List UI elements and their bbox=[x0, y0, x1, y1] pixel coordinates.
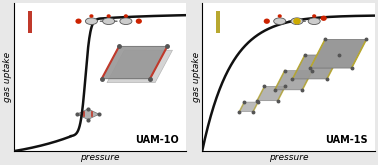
Circle shape bbox=[124, 14, 128, 18]
X-axis label: pressure: pressure bbox=[269, 152, 308, 162]
Polygon shape bbox=[275, 71, 312, 90]
Circle shape bbox=[321, 16, 327, 21]
Ellipse shape bbox=[120, 18, 132, 25]
Polygon shape bbox=[310, 39, 366, 68]
Ellipse shape bbox=[308, 18, 320, 25]
Y-axis label: gas uptake: gas uptake bbox=[3, 52, 12, 102]
Ellipse shape bbox=[291, 18, 303, 25]
Circle shape bbox=[107, 14, 111, 18]
Polygon shape bbox=[77, 109, 99, 119]
Polygon shape bbox=[293, 55, 339, 79]
Circle shape bbox=[136, 18, 142, 24]
Ellipse shape bbox=[103, 18, 115, 25]
Polygon shape bbox=[107, 50, 172, 83]
Text: UAM-1S: UAM-1S bbox=[325, 135, 368, 145]
Circle shape bbox=[75, 18, 82, 24]
Circle shape bbox=[264, 18, 270, 24]
Polygon shape bbox=[257, 86, 285, 101]
Circle shape bbox=[293, 18, 301, 24]
Text: UAM-1O: UAM-1O bbox=[136, 135, 179, 145]
Polygon shape bbox=[239, 102, 258, 112]
Ellipse shape bbox=[85, 18, 98, 25]
Circle shape bbox=[312, 14, 316, 18]
Ellipse shape bbox=[274, 18, 286, 25]
Circle shape bbox=[278, 14, 282, 18]
X-axis label: pressure: pressure bbox=[80, 152, 120, 162]
Y-axis label: gas uptake: gas uptake bbox=[192, 52, 201, 102]
Polygon shape bbox=[102, 46, 167, 79]
Circle shape bbox=[89, 14, 93, 18]
